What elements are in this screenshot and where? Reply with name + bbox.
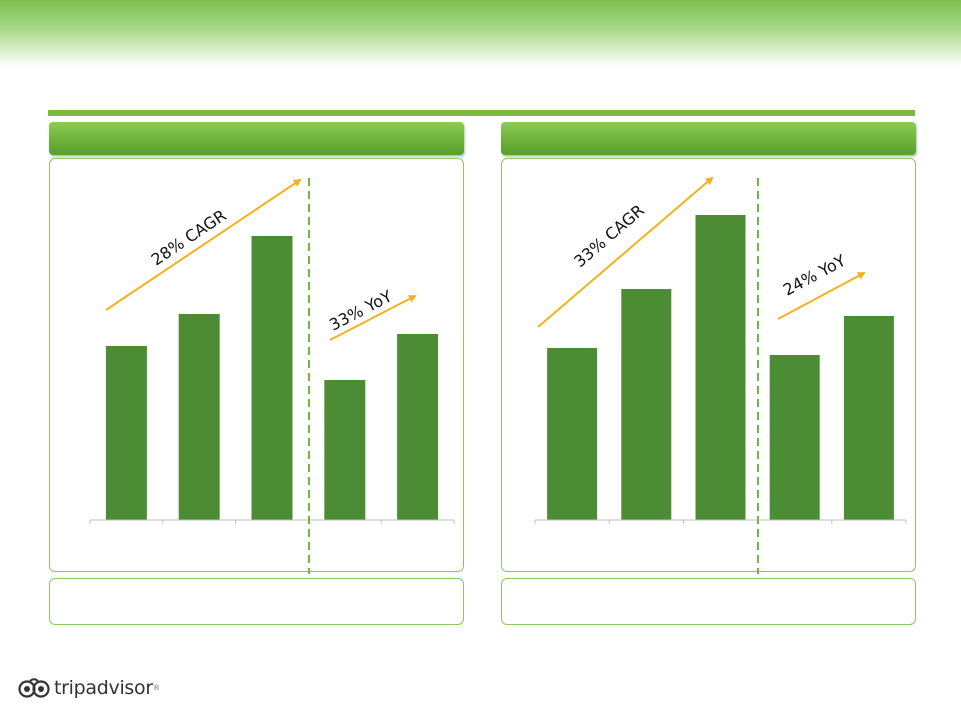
chart-2-cagr-label: 33% CAGR [570,201,648,271]
chart-2-bar-5 [843,316,894,520]
owl-eyes-icon [18,678,50,698]
chart-2-x-ticks [534,520,907,524]
chart-1-bar-2 [178,314,220,520]
chart-1-bar-1 [105,346,147,520]
chart-1: 28% CAGR 33% YoY [89,178,455,574]
right-footer-box [501,578,916,625]
chart-1-cagr-label: 28% CAGR [148,206,230,270]
chart-1-bars [105,236,439,520]
chart-1-yoy-arrow [329,295,417,341]
chart-1-cagr-arrow [105,178,302,311]
right-panel-header [501,122,916,155]
chart-2-bar-2 [621,289,672,520]
header-gradient-band [0,0,961,66]
left-panel-header [49,122,464,155]
logo-wordmark: tripadvisor [54,677,153,699]
chart-2-yoy-arrow [777,272,866,320]
chart-1-bar-4 [324,380,366,520]
chart-2-bar-4 [769,355,820,520]
chart-2-yoy-label: 24% YoY [780,251,849,300]
chart-1-bar-3 [251,236,293,520]
chart-2: 33% CAGR 24% YoY [534,176,907,574]
left-footer-box [49,578,464,625]
title-underline-rule [48,110,915,116]
chart-2-bars [547,215,894,520]
chart-2-bar-1 [547,348,598,520]
tripadvisor-logo: tripadvisor ® [18,672,159,704]
logo-registered-mark: ® [153,684,160,692]
chart-1-bar-5 [397,334,439,520]
chart-2-cagr-arrow [537,176,714,328]
chart-2-bar-3 [695,215,746,520]
chart-1-x-ticks [89,520,455,524]
